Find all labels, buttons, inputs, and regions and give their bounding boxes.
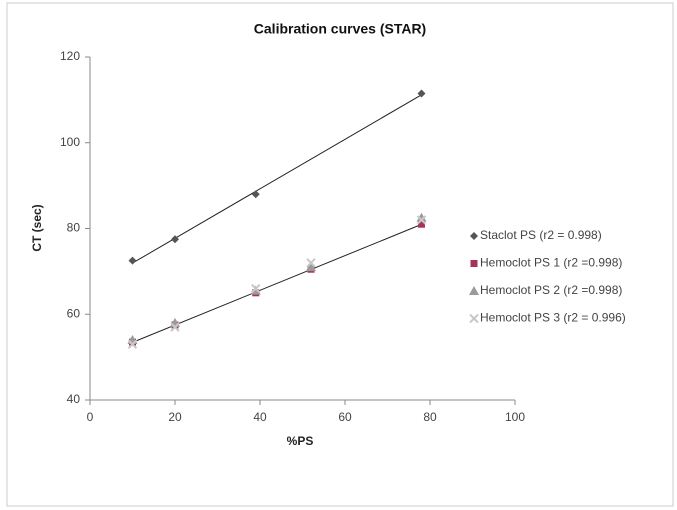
marker — [170, 322, 180, 332]
marker — [417, 89, 426, 98]
marker — [306, 258, 316, 268]
legend-label: Hemoclot PS 3 (r2 = 0.996) — [480, 311, 626, 325]
chart-title: Calibration curves (STAR) — [254, 21, 426, 37]
chart-frame — [6, 2, 674, 507]
marker — [128, 256, 137, 265]
marker — [469, 313, 479, 324]
y-tick-label: 120 — [60, 49, 80, 63]
trend-line — [132, 94, 422, 264]
marker — [470, 232, 478, 240]
x-tick-label: 20 — [168, 410, 182, 424]
x-tick-label: 100 — [505, 410, 525, 424]
x-tick-label: 0 — [87, 410, 94, 424]
legend-label: Hemoclot PS 2 (r2 =0.998) — [480, 283, 622, 297]
y-tick-label: 40 — [67, 392, 81, 406]
legend-label: Staclot PS (r2 = 0.998) — [480, 228, 602, 242]
x-tick-label: 80 — [423, 410, 437, 424]
marker — [416, 212, 427, 222]
marker — [306, 262, 316, 272]
marker — [127, 339, 138, 349]
marker — [251, 283, 261, 294]
marker — [469, 286, 479, 295]
x-tick-label: 60 — [338, 410, 352, 424]
marker — [171, 235, 179, 244]
y-tick-label: 60 — [67, 306, 81, 320]
y-tick-label: 100 — [60, 135, 80, 149]
marker — [470, 260, 478, 267]
y-tick-label: 80 — [67, 221, 81, 235]
trend-line — [132, 223, 422, 343]
legend-label: Hemoclot PS 1 (r2 =0.998) — [480, 256, 622, 270]
x-tick-label: 40 — [253, 410, 267, 424]
x-axis-label: %PS — [287, 434, 314, 448]
y-axis-label: CT (sec) — [30, 204, 44, 251]
marker — [418, 220, 425, 228]
marker — [416, 215, 427, 225]
marker — [251, 190, 260, 199]
